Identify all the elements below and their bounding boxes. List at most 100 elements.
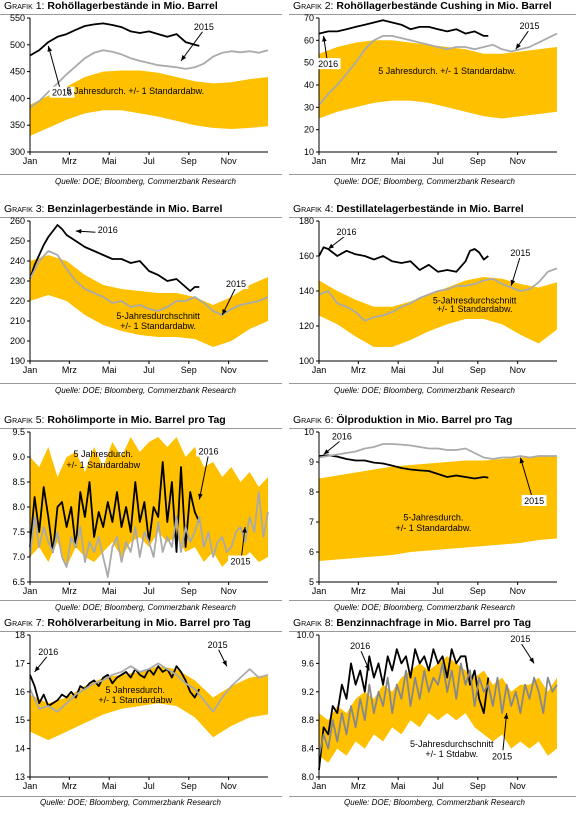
x-tick-label: Jul — [432, 365, 444, 375]
annotation-arrowhead — [198, 493, 203, 500]
y-tick-label: 230 — [10, 276, 25, 286]
y-tick-label: 10 — [304, 427, 314, 437]
y-tick-label: 10.0 — [296, 630, 314, 640]
annotation-arrow — [180, 29, 205, 62]
chart-source: Quelle: DOE; Bloomberg, Commerzbank Rese… — [344, 798, 525, 807]
x-tick-label: Jan — [23, 156, 38, 166]
x-tick-label: Sep — [470, 365, 486, 375]
series-line-2015 — [318, 267, 558, 322]
annotation-arrowhead — [529, 657, 535, 664]
x-tick-label: Sep — [470, 586, 486, 596]
source-rule — [289, 174, 576, 175]
y-tick-label: 30 — [304, 102, 314, 112]
series-line-2015 — [29, 491, 269, 578]
y-tick-label: 180 — [299, 216, 314, 226]
chart-title-text: Ölproduktion in Mio. Barrel pro Tag — [336, 414, 513, 426]
x-tick-label: Nov — [510, 586, 527, 596]
annotation-arrowhead — [519, 457, 525, 464]
y-tick-label: 300 — [10, 147, 25, 157]
series-line-2015 — [29, 49, 269, 109]
y-tick-label: 50 — [304, 58, 314, 68]
y-tick-label: 160 — [299, 251, 314, 261]
annotation-label: +/- 1 Stdabw. — [425, 749, 478, 759]
chart-source: Quelle: DOE; Bloomberg, Commerzbank Rese… — [334, 177, 515, 186]
title-rule — [0, 428, 282, 429]
chart-panel-4: Grafik 4: Destillatelagerbestände in Mio… — [289, 203, 577, 405]
annotation-label: 2016 — [318, 59, 338, 69]
chart-title: Grafik 7: Rohölverarbeitung in Mio. Barr… — [4, 617, 251, 629]
y-tick-label: 190 — [10, 356, 25, 366]
chart-title: Grafik 3: Benzinlagerbestände in Mio. Ba… — [4, 203, 222, 215]
x-tick-label: Nov — [221, 365, 238, 375]
series-line-2015 — [29, 662, 269, 713]
y-tick-label: 8.0 — [12, 502, 25, 512]
grafik-label: Grafik 1: — [4, 0, 45, 12]
series-line-2015 — [318, 32, 558, 106]
series-line-2015 — [29, 250, 269, 316]
x-tick-label: Jan — [312, 365, 327, 375]
annotation-bg — [223, 278, 249, 289]
annotation-bg — [49, 86, 75, 98]
x-tick-label: Jul — [143, 586, 155, 596]
source-rule — [0, 174, 282, 175]
y-tick-label: 13 — [15, 772, 25, 782]
annotation-arrowhead — [323, 449, 330, 455]
y-tick-label: 260 — [10, 216, 25, 226]
x-tick-label: Mai — [391, 586, 406, 596]
y-tick-label: 350 — [10, 120, 25, 130]
annotation-label: 2016 — [98, 225, 118, 235]
chart-svg: 6.5 7.0 7.5 8.0 8.5 9.0 9.5 Jan Mrz Mai Jul Sep Nov 2… — [12, 427, 269, 596]
annotation-label: 2015 — [524, 496, 544, 506]
annotation-arrowhead — [503, 713, 509, 719]
annotation-label: +/- 1 Standardabw — [66, 460, 140, 470]
annotation-arrowhead — [75, 229, 82, 234]
y-tick-label: 120 — [299, 321, 314, 331]
source-rule — [0, 600, 282, 601]
annotation-bg — [329, 430, 355, 442]
grafik-label: Grafik 7: — [4, 617, 45, 629]
y-tick-label: 100 — [299, 356, 314, 366]
chart-panel-3: Grafik 3: Benzinlagerbestände in Mio. Ba… — [0, 203, 288, 405]
y-tick-label: 17 — [15, 658, 25, 668]
series-line-2016 — [318, 246, 489, 273]
annotation-label: 5 Jahresdurch. +/- 1 Standardabw. — [378, 66, 516, 76]
source-rule — [289, 600, 576, 601]
y-tick-label: 60 — [304, 35, 314, 45]
annotation-label: 2016 — [198, 447, 218, 457]
annotation-label: 2015 — [510, 634, 530, 644]
x-tick-label: Sep — [470, 156, 486, 166]
series-line-2015 — [318, 662, 558, 756]
annotation-arrowhead — [242, 527, 247, 533]
x-tick-label: Sep — [181, 156, 197, 166]
annotation-label: 5-Jahresdurch. — [403, 513, 463, 523]
chart-source: Quelle: DOE; Bloomberg, Commerzbank Rese… — [55, 386, 236, 395]
chart-source: Quelle: DOE; Bloomberg, Commerzbank Rese… — [334, 603, 515, 612]
x-tick-label: Sep — [181, 586, 197, 596]
annotation-bg — [191, 20, 217, 32]
grafik-label: Grafik 2: — [293, 0, 334, 12]
x-tick-label: Jan — [23, 365, 38, 375]
x-tick-label: Jul — [432, 156, 444, 166]
chart-title: Grafik 2: Rohöllagerbestände Cushing in … — [293, 0, 552, 12]
annotation-bg — [228, 555, 253, 567]
series-line-2016 — [29, 224, 200, 292]
title-rule — [0, 631, 282, 632]
annotation-label: 2016 — [336, 227, 356, 237]
source-rule — [289, 383, 576, 384]
std-band — [30, 70, 268, 136]
annotation-label: 5-Jahresdurchschnitt — [116, 311, 200, 321]
annotation-label: 2015 — [520, 21, 540, 31]
x-tick-label: Mrz — [62, 365, 77, 375]
y-tick-label: 7.0 — [12, 552, 25, 562]
x-tick-label: Nov — [510, 156, 527, 166]
grafik-label: Grafik 5: — [4, 414, 45, 426]
x-tick-label: Mrz — [351, 586, 366, 596]
y-tick-label: 70 — [304, 13, 314, 23]
chart-panel-5: Grafik 5: Rohölimporte in Mio. Barrel pr… — [0, 414, 288, 616]
series-line-2016 — [318, 19, 489, 37]
source-rule — [289, 796, 576, 797]
annotation-arrowhead — [181, 55, 187, 61]
annotation-arrowhead — [365, 664, 370, 671]
std-band — [30, 437, 268, 567]
annotation-label: 2016 — [350, 641, 370, 651]
